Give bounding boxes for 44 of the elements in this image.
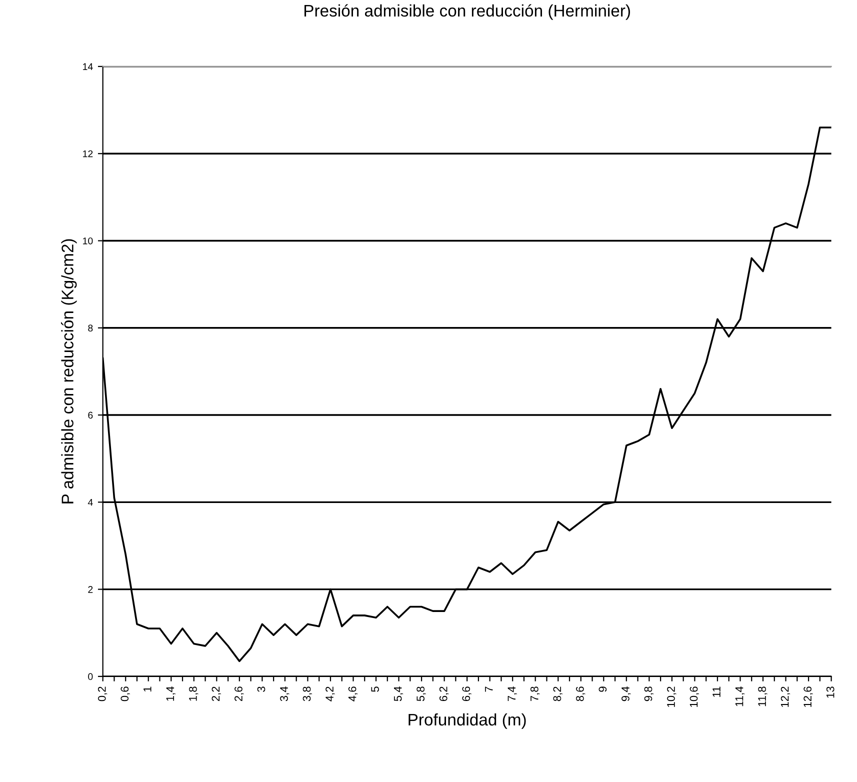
x-tick-label: 1,8 — [189, 686, 198, 701]
x-tick-label: 12,2 — [780, 686, 790, 707]
x-tick-label: 3,4 — [280, 686, 290, 702]
x-tick-label: 5,8 — [416, 686, 426, 702]
y-axis-title: P admisible con reducción (Kg/cm2) — [61, 239, 77, 504]
x-tick-label: 1 — [144, 686, 152, 692]
x-tick-label: 4,6 — [348, 686, 358, 702]
x-tick-label: 10,6 — [690, 686, 699, 707]
x-tick-label: 12,6 — [804, 686, 813, 707]
x-tick-label: 7,8 — [530, 686, 540, 702]
x-tick-label: 10,2 — [667, 686, 676, 707]
y-tick-label: 10 — [83, 237, 93, 244]
x-tick-label: 7 — [485, 686, 493, 692]
x-tick-label: 2,6 — [234, 686, 244, 702]
x-tick-label: 5,4 — [394, 686, 404, 702]
x-tick-label: 0,6 — [120, 686, 130, 702]
x-tick-label: 3,8 — [302, 686, 312, 702]
x-tick-label: 6,2 — [439, 686, 449, 702]
y-tick-label: 0 — [88, 673, 93, 680]
x-tick-label: 9 — [598, 686, 607, 692]
x-axis-title: Profundidad (m) — [408, 713, 526, 729]
y-tick-label: 2 — [88, 586, 93, 593]
x-tick-label: 1,4 — [166, 686, 176, 701]
x-tick-label: 11,8 — [758, 686, 768, 706]
x-tick-label: 5 — [371, 686, 379, 692]
x-tick-label: 9,8 — [644, 686, 654, 702]
y-tick-label: 4 — [88, 498, 93, 506]
x-tick-label: 2,2 — [212, 686, 221, 702]
x-tick-label: 11,4 — [735, 686, 745, 706]
x-tick-label: 9,4 — [622, 686, 631, 702]
x-tick-label: 8,6 — [576, 686, 586, 702]
x-tick-label: 4,2 — [326, 686, 335, 702]
x-tick-label: 13 — [826, 686, 834, 698]
x-tick-label: 6,6 — [462, 686, 472, 702]
y-tick-label: 14 — [83, 63, 93, 70]
x-tick-label: 3 — [257, 686, 266, 692]
x-tick-label: 8,2 — [553, 686, 562, 702]
chart-title: Presión admisible con reducción (Herminier) — [304, 4, 630, 20]
x-tick-label: 11 — [712, 686, 720, 697]
y-tick-label: 12 — [83, 150, 93, 158]
y-tick-label: 6 — [88, 412, 93, 419]
y-tick-label: 8 — [88, 324, 93, 332]
x-tick-label: 0,2 — [98, 686, 108, 702]
x-tick-label: 7,4 — [508, 686, 517, 702]
